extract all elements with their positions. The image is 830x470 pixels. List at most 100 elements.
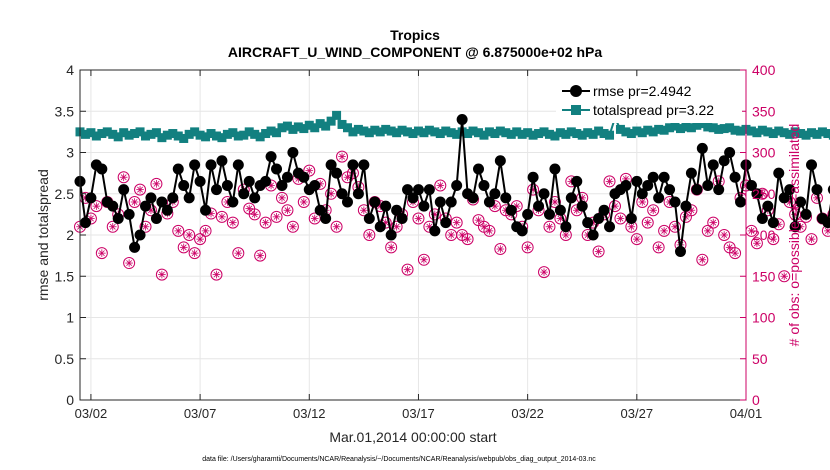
spread-point [534, 129, 544, 139]
rmse-point [287, 147, 299, 158]
obs-assimilated-stroke [251, 211, 258, 218]
spread-point [463, 129, 473, 139]
obs-point [805, 233, 818, 246]
obs-point [150, 177, 163, 190]
spread-point [272, 128, 282, 138]
obs-assimilated-stroke [208, 210, 214, 217]
obs-assimilated-stroke [218, 213, 225, 220]
rmse-point [729, 171, 741, 183]
obs-assimilated-stroke [710, 219, 717, 226]
obs-assimilated-stroke [268, 182, 275, 189]
spread-point [151, 128, 161, 138]
obs-point [95, 247, 108, 260]
obs-point [215, 210, 228, 223]
rmse-series [74, 114, 830, 257]
rmse-point [227, 196, 239, 208]
spread-point [157, 133, 167, 143]
spread-point [484, 127, 494, 137]
spread-point [168, 129, 178, 139]
spread-point [686, 123, 696, 133]
obs-possible-marker [827, 209, 830, 220]
spread-point [206, 129, 216, 139]
spread-point [654, 124, 664, 134]
rmse-point [778, 192, 790, 204]
obs-assimilated-stroke [732, 250, 739, 257]
obs-point [521, 241, 534, 254]
rmse-point [587, 229, 599, 241]
spread-point [719, 124, 729, 134]
obs-point [647, 204, 660, 217]
rmse-point [260, 175, 272, 187]
obs-possible-marker [172, 224, 185, 237]
rmse-point [762, 200, 774, 212]
spread-point [555, 128, 565, 138]
rmse-point [129, 241, 141, 253]
obs-point [286, 220, 299, 233]
obs-assimilated-stroke [486, 227, 493, 234]
y-axis-label-left: rmse and totalspread [35, 169, 51, 301]
y-tick-label-right: 250 [752, 186, 776, 202]
rmse-point [593, 213, 605, 224]
rmse-point [276, 180, 288, 191]
spread-point [670, 121, 680, 131]
spread-point [774, 126, 784, 136]
rmse-point [538, 188, 550, 200]
spread-point [424, 125, 434, 135]
obs-point [172, 224, 185, 237]
y-axis-label-right: # of obs: o=possible; ∗=assimilated [786, 124, 802, 347]
obs-point [483, 224, 496, 237]
obs-possible-marker [527, 183, 540, 196]
obs-assimilated-stroke [464, 236, 471, 243]
rmse-point [172, 163, 184, 175]
spread-point [506, 129, 516, 139]
y-tick-label-right: 150 [752, 268, 776, 284]
obs-assimilated-stroke [142, 223, 149, 230]
spread-point [359, 126, 369, 136]
chart-title: Tropics [390, 27, 440, 43]
rmse-point [549, 163, 561, 175]
spread-point [468, 126, 478, 136]
obs-possible-marker [401, 263, 414, 276]
rmse-point [325, 159, 337, 171]
obs-possible-marker [254, 249, 267, 262]
obs-assimilated-stroke [180, 244, 187, 251]
rmse-point [265, 151, 277, 163]
x-axis-label: Mar.01,2014 00:00:00 start [329, 429, 496, 445]
obs-possible-marker [183, 229, 196, 241]
spread-point [512, 127, 522, 137]
rmse-point [576, 200, 588, 212]
y-tick-label-left: 4 [66, 62, 74, 78]
obs-point [336, 150, 349, 163]
obs-assimilated-stroke [808, 236, 815, 243]
spread-point [752, 128, 762, 138]
spread-point [632, 126, 642, 136]
spread-point [310, 123, 320, 133]
obs-possible-marker [750, 237, 763, 250]
spread-point [386, 126, 396, 136]
obs-point [472, 214, 485, 227]
rmse-point [773, 167, 785, 179]
spread-point [807, 128, 817, 138]
obs-assimilated-stroke [126, 260, 133, 266]
rmse-point [183, 192, 195, 204]
obs-possible-marker [270, 210, 283, 223]
obs-assimilated-stroke [426, 223, 433, 230]
spread-point [643, 125, 653, 135]
obs-point [134, 183, 147, 196]
rmse-point [112, 213, 124, 224]
rmse-point [691, 184, 703, 196]
obs-point [155, 268, 168, 281]
obs-assimilated-stroke [306, 167, 313, 174]
y-tick-label-left: 1 [66, 310, 74, 326]
obs-assimilated-stroke [639, 199, 646, 205]
obs-point [226, 216, 239, 229]
obs-point [630, 233, 643, 246]
rmse-point [625, 213, 637, 224]
obs-point [570, 204, 583, 217]
rmse-point [434, 196, 446, 208]
rmse-point [604, 221, 616, 233]
obs-point [248, 208, 261, 221]
obs-point [123, 257, 136, 270]
obs-point [658, 224, 671, 237]
obs-possible-marker [336, 150, 349, 163]
